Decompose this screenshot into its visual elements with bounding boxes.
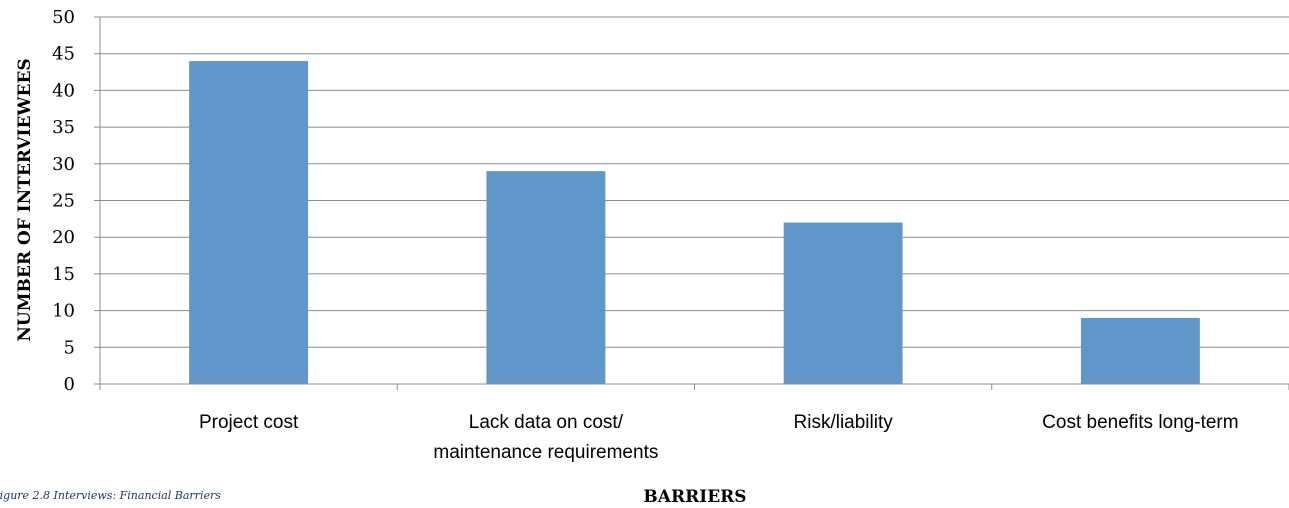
y-tick-label: 5 bbox=[64, 337, 75, 358]
category-label: maintenance requirements bbox=[433, 442, 658, 463]
bar bbox=[1080, 317, 1200, 384]
bar bbox=[486, 171, 606, 384]
bar bbox=[783, 222, 903, 384]
bar bbox=[189, 61, 309, 384]
x-axis-title: BARRIERS bbox=[643, 487, 746, 507]
category-label: Risk/liability bbox=[794, 412, 894, 433]
y-tick-label: 30 bbox=[52, 154, 75, 175]
y-tick-label: 25 bbox=[52, 191, 75, 212]
bars bbox=[189, 61, 1200, 384]
category-labels: Project cost Lack data on cost/maintenanc… bbox=[199, 412, 1239, 463]
y-tick-labels: 0 5 10 15 20 25 30 35 40 45 50 bbox=[52, 7, 75, 395]
y-tick-label: 0 bbox=[64, 374, 75, 395]
category-label: Lack data on cost/ bbox=[469, 412, 624, 433]
y-tick-label: 45 bbox=[52, 44, 75, 65]
y-axis-title: NUMBER OF INTERVIEWEES bbox=[15, 58, 35, 341]
category-label: Cost benefits long-term bbox=[1042, 412, 1238, 433]
y-tick-label: 15 bbox=[52, 264, 75, 285]
y-tick-label: 40 bbox=[52, 80, 75, 101]
category-label: Project cost bbox=[199, 412, 299, 433]
y-tick-label: 50 bbox=[52, 7, 75, 28]
figure-caption: Figure 2.8 Interviews: Financial Barrier… bbox=[0, 489, 221, 502]
y-tick-label: 35 bbox=[52, 117, 75, 138]
y-tick-label: 20 bbox=[52, 227, 75, 248]
y-tick-label: 10 bbox=[52, 301, 75, 322]
